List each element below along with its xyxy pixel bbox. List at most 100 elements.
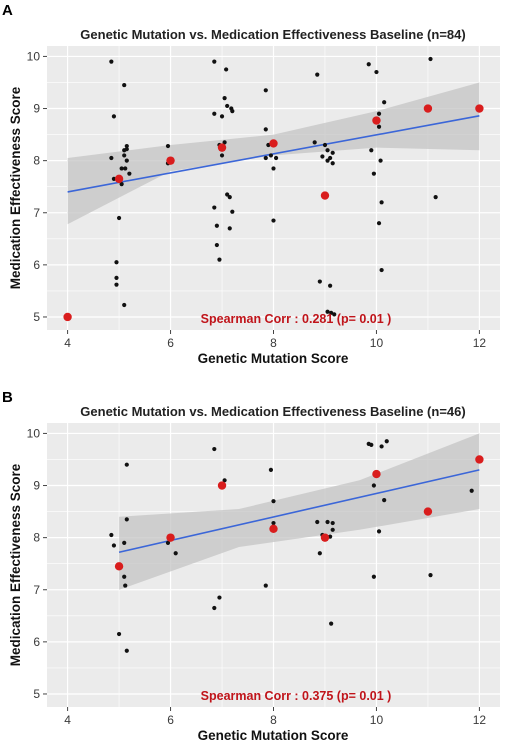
data-point (263, 583, 268, 588)
data-point (165, 143, 171, 149)
data-point (109, 59, 114, 64)
data-point (330, 520, 335, 526)
data-point (268, 153, 274, 158)
mean-point (114, 174, 124, 184)
x-tick-label: 6 (167, 336, 174, 350)
data-point (114, 275, 119, 280)
data-point (263, 127, 268, 132)
y-tick-label: 9 (33, 102, 40, 116)
mean-point (475, 455, 484, 464)
data-point (173, 551, 178, 556)
x-tick-label: 4 (64, 336, 71, 350)
data-point (214, 242, 219, 248)
y-tick-label: 9 (33, 479, 40, 493)
spearman-annotation-a: Spearman Corr : 0.281 (p= 0.01 ) (201, 312, 392, 326)
data-point (122, 540, 127, 545)
y-axis-title-b: Medication Effectiveness Score (8, 463, 23, 666)
y-tick-label: 7 (33, 583, 40, 597)
data-point (124, 158, 129, 163)
data-point (329, 310, 334, 315)
data-point (329, 621, 334, 626)
data-point (114, 282, 119, 287)
mean-point (217, 481, 227, 490)
y-tick-labels-b: 5 6 7 8 9 10 (27, 426, 47, 701)
data-point (328, 283, 333, 288)
data-point (428, 573, 433, 578)
mean-point (423, 507, 433, 516)
regression-line (67, 115, 480, 193)
y-tick-label: 6 (33, 258, 40, 272)
data-point (114, 260, 119, 265)
x-tick-label: 8 (270, 713, 277, 727)
data-point (378, 158, 383, 163)
data-point (382, 498, 387, 503)
data-point (119, 166, 124, 171)
x-tick-labels-b: 4 6 8 10 12 (64, 707, 486, 727)
x-tick-label: 10 (370, 336, 384, 350)
data-point (320, 154, 325, 159)
data-point (225, 103, 230, 109)
mean-point (114, 562, 124, 571)
data-point (127, 171, 132, 176)
y-tick-label: 10 (27, 426, 41, 440)
mean-point (320, 191, 330, 200)
data-point (379, 444, 384, 449)
data-point (379, 200, 384, 205)
data-point (263, 155, 268, 161)
mean-point (423, 104, 433, 113)
mean-point (63, 312, 72, 322)
x-tick-labels-a: 4 6 8 10 12 (64, 330, 486, 350)
data-point (374, 69, 379, 75)
data-point (271, 499, 276, 504)
mean-point (372, 469, 381, 479)
x-tick-label: 12 (473, 713, 487, 727)
data-point (366, 62, 371, 67)
data-point (122, 302, 127, 308)
data-point (212, 205, 217, 210)
mean-point (475, 104, 484, 113)
data-point (124, 147, 129, 152)
data-point (111, 543, 117, 548)
x-axis-title-b: Genetic Mutation Score (198, 728, 349, 743)
data-point (376, 111, 382, 116)
data-point (315, 72, 320, 77)
y-tick-labels-a: 5 6 7 8 9 10 (27, 49, 47, 324)
data-point (268, 467, 274, 472)
data-point (116, 215, 122, 221)
x-tick-label: 12 (473, 336, 487, 350)
data-point (322, 142, 328, 148)
data-point (230, 109, 235, 114)
data-point (217, 257, 222, 262)
data-point (119, 181, 124, 187)
data-point (271, 218, 276, 223)
data-point (122, 574, 127, 579)
trend-line-b (118, 469, 480, 554)
data-point (230, 209, 235, 214)
data-point (222, 478, 227, 483)
mean-point (217, 143, 227, 152)
y-tick-label: 8 (33, 154, 40, 168)
data-point (227, 226, 232, 231)
data-point (376, 529, 382, 534)
data-point (330, 150, 335, 155)
data-point (379, 267, 384, 273)
data-point (325, 309, 330, 314)
data-point (271, 520, 276, 526)
data-point (273, 155, 279, 161)
data-point (315, 519, 320, 525)
y-tick-label: 5 (33, 310, 40, 324)
data-point (116, 631, 122, 637)
y-axis-title-a: Medication Effectiveness Score (8, 86, 23, 289)
data-point (124, 517, 129, 522)
y-tick-label: 6 (33, 635, 40, 649)
data-point (123, 166, 128, 171)
data-point (109, 155, 114, 161)
data-point (371, 574, 376, 579)
data-point (369, 148, 374, 153)
data-point (428, 56, 433, 62)
data-point (217, 595, 222, 600)
data-point (214, 223, 219, 228)
y-tick-label: 10 (27, 49, 41, 63)
data-point (382, 100, 387, 105)
